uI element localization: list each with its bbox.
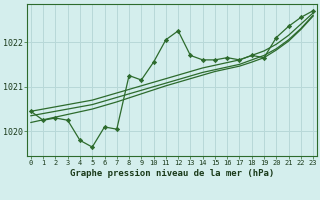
X-axis label: Graphe pression niveau de la mer (hPa): Graphe pression niveau de la mer (hPa) xyxy=(70,169,274,178)
